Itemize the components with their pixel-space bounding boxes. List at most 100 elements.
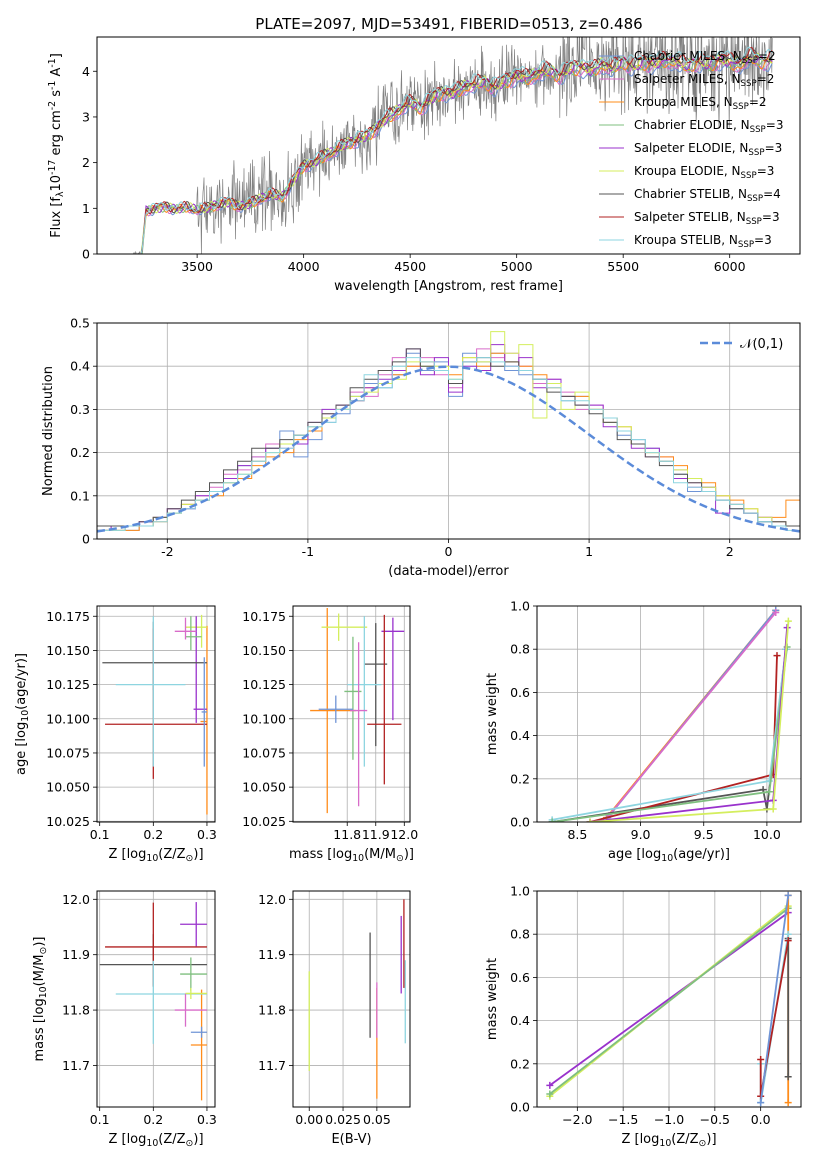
- error-bar-point: [185, 616, 202, 651]
- x-axis-label: (data-model)/error: [388, 564, 509, 579]
- y-tick-label: 10.150: [46, 643, 90, 658]
- plot-area: [102, 614, 208, 815]
- x-tick-label: −2.0: [562, 1112, 592, 1127]
- y-axis-label: Flux [fλ10-17 erg cm-2 s-1 A-1]: [47, 53, 66, 238]
- y-tick-label: 11.7: [258, 1058, 286, 1073]
- y-tick-label: 11.7: [62, 1058, 90, 1073]
- y-tick-label: 0: [82, 247, 90, 262]
- x-tick-label: 2: [726, 544, 734, 559]
- legend: 𝒩(0,1): [700, 337, 783, 352]
- y-tick-label: 10.125: [46, 677, 90, 692]
- y-axis-label: mass weight: [485, 673, 500, 755]
- spectrum-panel: 3500 4000 4500 5000 5500 6000 0 1 2 3 4 wavelength …: [47, 36, 801, 294]
- legend-label: Salpeter MILES, NSSP=2: [634, 72, 774, 89]
- plot-area: [99, 902, 207, 1101]
- y-tick-label: 2: [82, 155, 90, 170]
- axes-frame: [96, 890, 216, 1108]
- y-tick-label: 0.0: [510, 1100, 530, 1115]
- error-bar-point: [381, 617, 405, 721]
- x-tick-label: −1.5: [608, 1112, 638, 1127]
- error-bar-point: [190, 989, 207, 1101]
- y-tick-label: 10.150: [242, 643, 286, 658]
- y-tick-label: 1: [82, 201, 90, 216]
- error-bar-point: [180, 957, 207, 991]
- error-bar-point: [201, 657, 207, 767]
- weight-marker: [548, 818, 556, 822]
- weight-line: [549, 911, 789, 1087]
- plot-area: [546, 891, 792, 1107]
- y-tick-label: 0.2: [510, 1056, 530, 1071]
- y-tick-label: 10.075: [46, 745, 90, 760]
- axes-frame: [536, 605, 802, 823]
- y-tick-label: 0.8: [510, 642, 530, 657]
- histogram-step: [97, 357, 800, 531]
- y-axis-label: mass [log10(M/M⊙)]: [32, 937, 49, 1062]
- weight-marker: [757, 1099, 765, 1107]
- error-bar-point: [190, 1026, 207, 1038]
- mass-vs-ebv-panel: 0.00 0.025 0.05 11.7 11.8 11.9 12.0 E(B-V): [258, 890, 411, 1147]
- y-tick-label: 10.100: [46, 711, 90, 726]
- x-axis-label: Z [log10(Z/Z⊙)]: [621, 1132, 716, 1149]
- x-tick-label: 5000: [501, 259, 533, 274]
- plot-area: [133, 37, 773, 254]
- error-bar-point: [367, 614, 402, 785]
- x-tick-label: -2: [161, 544, 173, 559]
- y-tick-label: 4: [82, 64, 90, 79]
- weight-marker: [769, 805, 777, 813]
- y-tick-label: 11.9: [258, 947, 286, 962]
- weight-line: [759, 895, 790, 1103]
- axes-frame: [292, 605, 411, 823]
- legend-label: 𝒩(0,1): [740, 337, 783, 352]
- plot-area: [310, 608, 405, 814]
- x-axis-label: mass [log10(M/M⊙)]: [289, 847, 414, 864]
- x-tick-label: 0.1: [90, 1112, 110, 1127]
- model-line: [133, 52, 773, 254]
- weight-vs-Z-panel: −2.0 −1.5 −1.0 −0.5 0.0 0.0 0.2 0.4 0.6 0.8 1.0 Z […: [485, 884, 802, 1149]
- y-tick-label: 10.125: [242, 677, 286, 692]
- y-tick-label: 10.025: [46, 814, 90, 829]
- x-tick-label: 4500: [394, 259, 426, 274]
- x-tick-label: 0.3: [197, 827, 217, 842]
- weight-marker: [546, 1090, 554, 1098]
- weight-marker: [784, 1073, 792, 1081]
- x-tick-label: −1.0: [654, 1112, 684, 1127]
- age-vs-Z-panel: 0.1 0.2 0.3 10.025 10.050 10.075 10.100 10.125 1…: [14, 605, 217, 864]
- y-tick-label: 0.6: [510, 970, 530, 985]
- y-tick-label: 0.2: [70, 445, 90, 460]
- weight-marker: [757, 1055, 765, 1063]
- y-tick-label: 11.8: [62, 1003, 90, 1018]
- histogram-step: [97, 348, 800, 527]
- x-axis-label: Z [log10(Z/Z⊙)]: [108, 1132, 203, 1149]
- error-bar-point: [180, 902, 207, 947]
- x-tick-label: 0.2: [143, 1112, 163, 1127]
- x-tick-label: 1: [585, 544, 593, 559]
- x-tick-label: 3500: [181, 259, 213, 274]
- weight-marker: [784, 930, 792, 938]
- x-tick-label: 11.8: [333, 827, 361, 842]
- plot-area: [97, 331, 800, 533]
- x-tick-label: -1: [302, 544, 314, 559]
- axes-frame: [96, 605, 216, 823]
- y-tick-label: 10.050: [46, 780, 90, 795]
- y-tick-label: 3: [82, 109, 90, 124]
- x-tick-label: 12.0: [390, 827, 418, 842]
- model-line: [133, 46, 773, 254]
- weight-marker: [546, 1081, 554, 1089]
- y-tick-label: 0.3: [70, 402, 90, 417]
- y-tick-label: 0.2: [510, 771, 530, 786]
- x-tick-label: 5500: [607, 259, 639, 274]
- error-bar-point: [318, 695, 353, 723]
- y-tick-label: 0.1: [70, 488, 90, 503]
- y-tick-label: 12.0: [62, 892, 90, 907]
- y-tick-label: 0: [82, 532, 90, 547]
- error-bar-point: [350, 642, 368, 807]
- y-tick-label: 12.0: [258, 892, 286, 907]
- weight-line: [608, 611, 777, 817]
- legend-label: Chabrier MILES, NSSP=2: [634, 49, 776, 66]
- y-tick-label: 1.0: [510, 884, 530, 899]
- legend-label: Chabrier ELODIE, NSSP=3: [634, 118, 783, 135]
- y-tick-label: 10.025: [242, 814, 286, 829]
- y-tick-label: 10.175: [242, 609, 286, 624]
- x-tick-label: 11.9: [362, 827, 390, 842]
- y-tick-label: 0.5: [70, 316, 90, 331]
